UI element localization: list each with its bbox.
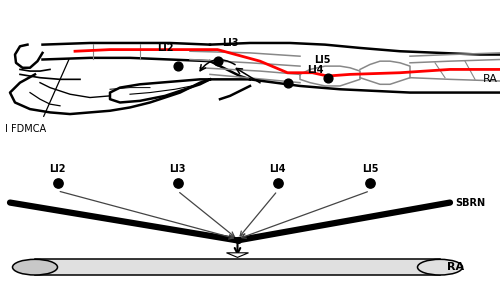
Text: LI4: LI4 [269, 164, 286, 174]
Text: SBRN: SBRN [455, 197, 485, 208]
Ellipse shape [418, 259, 463, 275]
Bar [35, 259, 440, 275]
Text: RA: RA [482, 74, 498, 84]
Point [214, 59, 222, 64]
Ellipse shape [12, 259, 58, 275]
Text: RA: RA [448, 262, 464, 272]
Point [274, 181, 281, 185]
Polygon shape [226, 253, 248, 258]
Point [174, 181, 182, 185]
Point [174, 64, 182, 68]
Text: LI2: LI2 [49, 164, 66, 174]
Text: LI2: LI2 [156, 43, 173, 53]
Text: LI3: LI3 [169, 164, 186, 174]
Point [54, 181, 62, 185]
Point [324, 75, 332, 80]
Text: I FDMCA: I FDMCA [5, 124, 46, 134]
Text: LI5: LI5 [314, 55, 331, 65]
Point [284, 80, 292, 85]
Text: LI3: LI3 [222, 38, 238, 48]
Point [234, 238, 241, 243]
Text: LI5: LI5 [362, 164, 378, 174]
Point [366, 181, 374, 185]
Text: LI4: LI4 [307, 65, 323, 75]
